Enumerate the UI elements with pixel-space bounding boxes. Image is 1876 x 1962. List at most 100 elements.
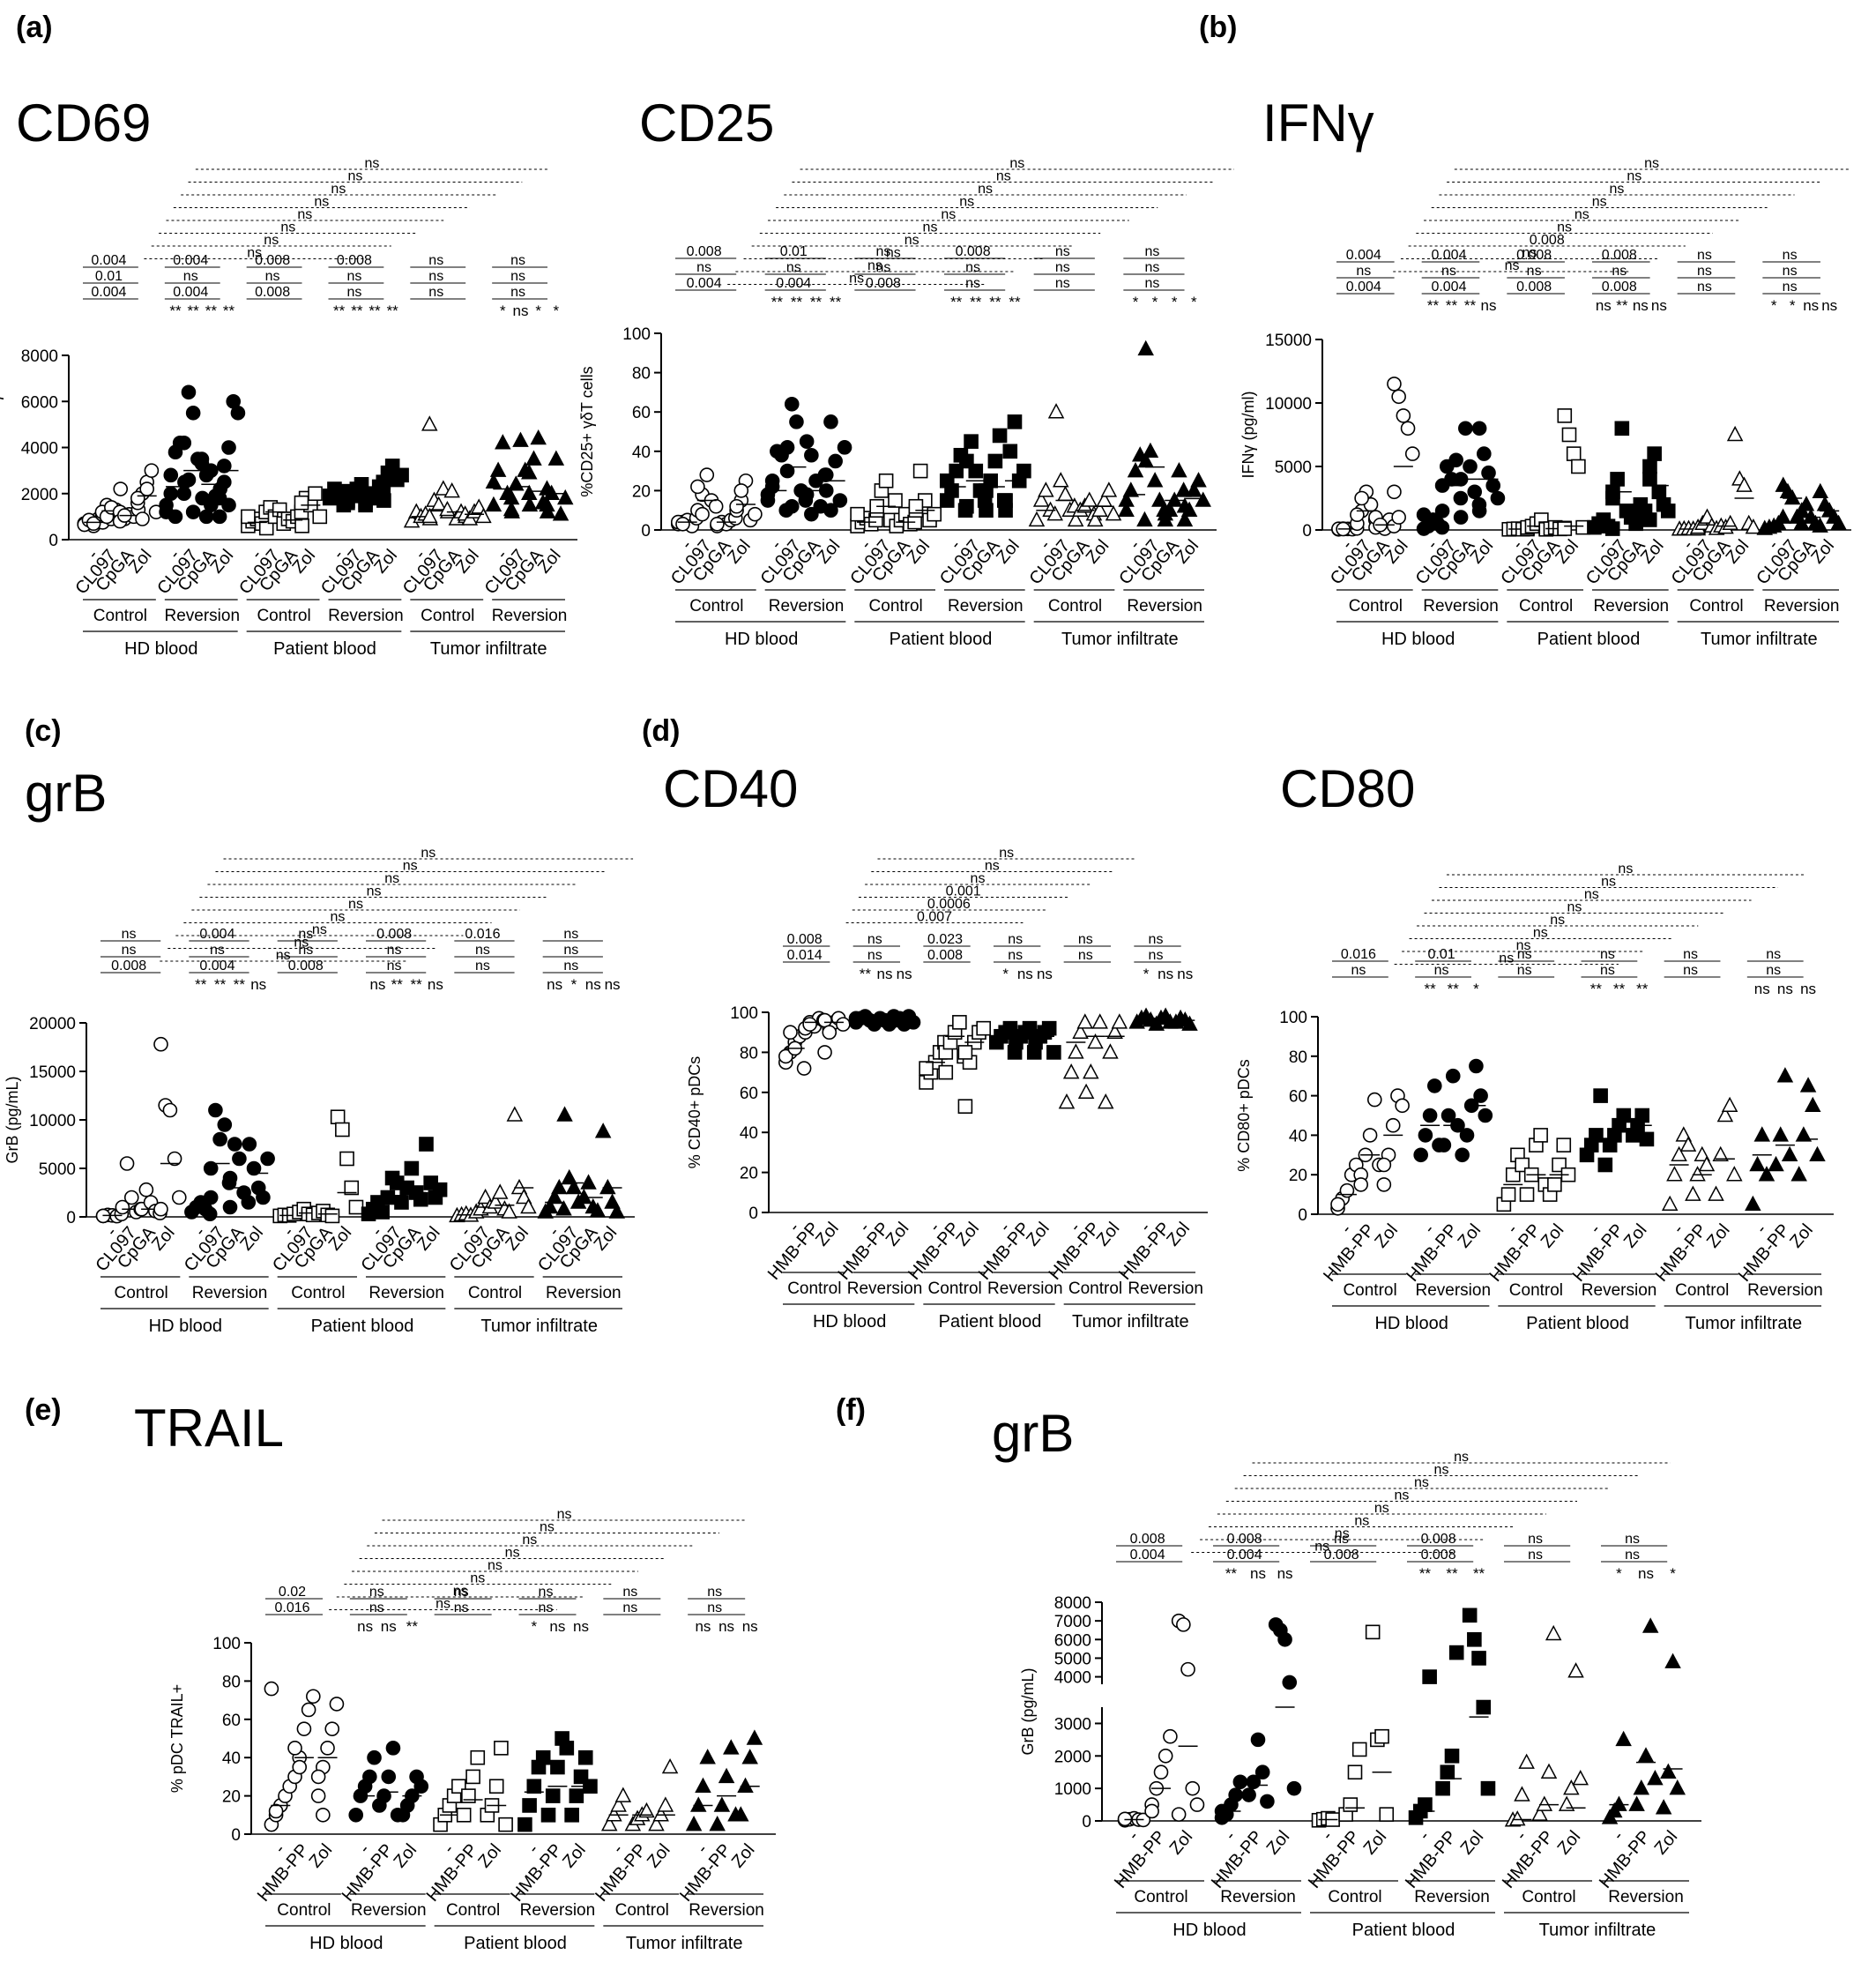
stat-label: 0.008: [956, 244, 991, 259]
data-point: [551, 1178, 568, 1195]
data-point: [1500, 1187, 1516, 1202]
y-tick-label: 8000: [1054, 1594, 1091, 1613]
subgroup-label: Reversion: [847, 1279, 923, 1298]
stat-label: ns: [622, 1600, 637, 1615]
data-point: [690, 479, 705, 495]
stat-label: ns: [1528, 1548, 1543, 1563]
comparison-label: ns: [1584, 887, 1599, 902]
subgroup-label: Control: [787, 1279, 841, 1298]
stat-label: ns: [1766, 947, 1781, 962]
data-point: [939, 473, 955, 489]
data-point: [799, 434, 815, 449]
data-point: [1434, 519, 1450, 535]
data-point: [1165, 491, 1183, 507]
significance-label: ns: [1754, 981, 1770, 997]
data-point: [217, 474, 232, 489]
data-point: [1440, 1764, 1455, 1780]
subgroup-label: Control: [1349, 597, 1403, 615]
stat-label: ns: [1783, 264, 1798, 279]
y-axis-label: % CD40+ pDCs: [686, 1056, 704, 1169]
comparison-label: ns: [276, 948, 291, 963]
significance-label: ns: [357, 1618, 373, 1635]
subgroup-label: Reversion: [368, 1284, 444, 1302]
subgroup-label: Control: [257, 607, 310, 625]
data-point: [477, 1188, 494, 1205]
x-tick-label: -: [1609, 1827, 1627, 1844]
data-point: [221, 440, 236, 455]
data-point: [779, 463, 795, 479]
subgroup-label: Reversion: [1608, 1888, 1684, 1906]
y-tick-label: 20: [632, 482, 651, 501]
data-point: [1642, 512, 1657, 527]
y-tick-label: 0: [748, 1205, 758, 1223]
subgroup-label: Reversion: [1594, 597, 1670, 615]
y-tick-label: 10000: [1265, 395, 1312, 414]
data-point: [520, 1197, 537, 1214]
data-point: [1041, 1020, 1057, 1036]
comparison-label: ns: [264, 233, 279, 248]
data-point: [1339, 1182, 1355, 1198]
comparison-label: ns: [849, 272, 864, 287]
subgroup-label: Control: [869, 597, 923, 615]
group-label: Patient blood: [273, 639, 376, 659]
stat-label: 0.008: [1602, 248, 1637, 263]
data-point: [1616, 1108, 1632, 1123]
group-label: Tumor infiltrate: [480, 1317, 598, 1336]
significance-label: **: [771, 294, 784, 310]
data-point: [1057, 485, 1074, 502]
data-point: [162, 1102, 178, 1118]
data-point: [952, 1015, 967, 1030]
data-point: [1664, 1652, 1681, 1668]
x-tick-label: Zol: [1637, 536, 1668, 567]
comparison-label: ns: [1499, 951, 1514, 966]
stat-label: ns: [563, 927, 578, 942]
panel-label: (a): [16, 11, 53, 44]
significance-label: ns: [718, 1618, 734, 1635]
data-point: [176, 435, 192, 451]
stat-label: ns: [1144, 244, 1159, 259]
x-tick-label: Zol: [370, 546, 401, 577]
subgroup-label: Reversion: [1220, 1888, 1296, 1906]
stat-label: ns: [1783, 280, 1798, 295]
stat-label: ns: [622, 1585, 637, 1600]
data-point: [181, 472, 197, 488]
significance-label: **: [830, 294, 842, 310]
data-point: [1805, 1096, 1821, 1113]
stat-label: ns: [1055, 260, 1070, 275]
data-point: [1444, 1749, 1460, 1764]
y-tick-label: 5000: [1054, 1650, 1091, 1668]
data-point: [713, 1796, 731, 1812]
stat-label: ns: [122, 927, 137, 942]
data-point: [959, 453, 974, 469]
comparison-label: ns: [470, 1571, 485, 1586]
stat-label: ns: [1434, 963, 1449, 978]
data-point: [1783, 489, 1801, 505]
data-point: [329, 1697, 345, 1712]
comparison-label: ns: [436, 1597, 450, 1612]
chart-title: CD80: [1280, 759, 1415, 818]
data-point: [1404, 446, 1420, 461]
comparison-label: ns: [1314, 1540, 1329, 1555]
data-point: [212, 1131, 227, 1147]
data-point: [1736, 476, 1753, 492]
significance-label: **: [1448, 981, 1460, 997]
data-point: [1481, 465, 1496, 481]
significance-label: **: [810, 294, 823, 310]
data-point: [159, 497, 174, 513]
group-label: HD blood: [1381, 630, 1455, 649]
comparison-label: ns: [1522, 246, 1537, 261]
data-point: [1062, 1063, 1080, 1079]
stat-label: ns: [369, 1600, 384, 1615]
data-point: [204, 463, 219, 478]
significance-label: **: [410, 976, 422, 993]
data-point: [1387, 377, 1402, 392]
stat-label: ns: [1149, 948, 1164, 963]
data-point: [1471, 421, 1487, 436]
data-point: [546, 1188, 563, 1205]
comparison-label: ns: [297, 207, 312, 222]
data-point: [1685, 1185, 1701, 1201]
